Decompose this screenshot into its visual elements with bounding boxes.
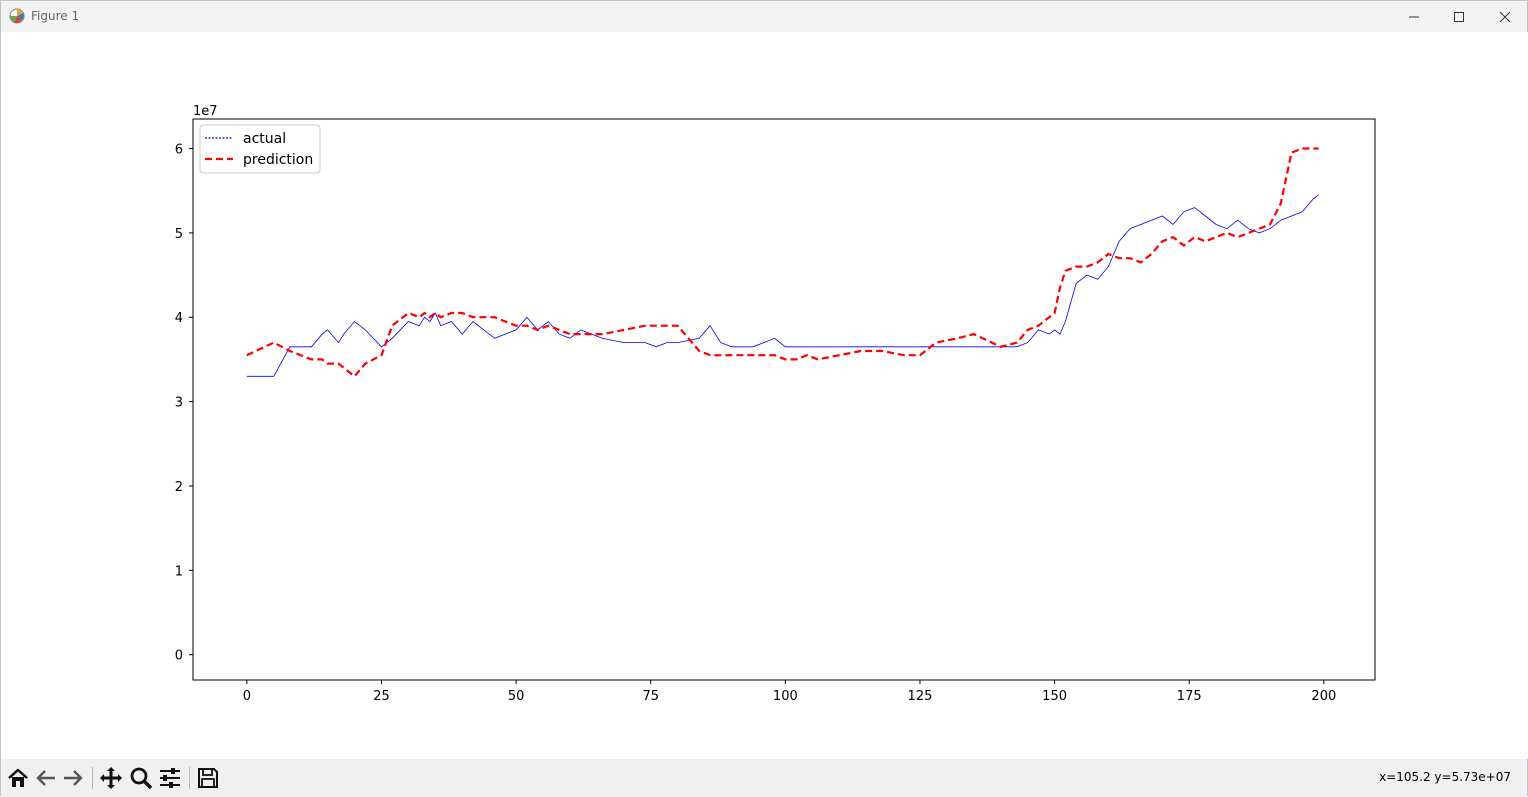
toolbar-separator — [189, 767, 190, 789]
legend-box — [199, 124, 321, 174]
x-tick-label: 100 — [773, 689, 798, 704]
x-tick-label: 25 — [373, 689, 390, 704]
y-tick-label: 4 — [175, 311, 183, 326]
minimize-icon — [1409, 16, 1419, 17]
axes-frame[interactable] — [192, 118, 1376, 681]
save-icon — [198, 768, 218, 788]
minimize-button[interactable] — [1391, 1, 1437, 32]
home-button[interactable] — [6, 766, 30, 790]
y-tick-label: 2 — [175, 480, 183, 495]
legend-entry: prediction — [243, 152, 313, 168]
x-tick-label: 125 — [908, 689, 933, 704]
pan-icon — [100, 767, 122, 789]
matplotlib-app-icon — [9, 8, 25, 24]
title-bar[interactable]: Figure 1 — [1, 1, 1527, 32]
y-tick-label: 1 — [175, 564, 183, 579]
series-line-actual — [246, 194, 1319, 377]
window-title: Figure 1 — [31, 9, 80, 23]
back-icon — [36, 770, 55, 786]
close-icon — [1499, 11, 1511, 22]
x-tick-label: 175 — [1177, 689, 1202, 704]
home-icon — [8, 768, 28, 787]
y-offset-label: 1e7 — [193, 104, 218, 119]
forward-icon — [64, 770, 83, 786]
configure-subplots-button[interactable] — [158, 766, 182, 790]
y-tick-label: 5 — [175, 227, 183, 242]
zoom-button[interactable] — [129, 766, 153, 790]
figure-canvas[interactable]: 0 25 50 75 100 125 150 175 200 0 1 2 3 4 5 6 1e7 actual pr… — [1, 32, 1528, 759]
cursor-coordinates: x=105.2 y=5.73e+07 — [1379, 770, 1511, 784]
save-button[interactable] — [196, 766, 220, 790]
x-tick-label: 50 — [508, 689, 525, 704]
x-tick-label: 0 — [243, 689, 251, 704]
y-tick-label: 0 — [175, 649, 183, 664]
navigation-toolbar: x=105.2 y=5.73e+07 — [1, 759, 1527, 797]
forward-button[interactable] — [61, 766, 85, 790]
maximize-icon — [1454, 11, 1464, 22]
configure-subplots-icon — [160, 768, 180, 788]
back-button[interactable] — [34, 766, 58, 790]
x-tick-label: 150 — [1042, 689, 1067, 704]
x-tick-label: 75 — [642, 689, 659, 704]
pan-button[interactable] — [99, 766, 123, 790]
zoom-icon — [130, 767, 153, 790]
y-tick-label: 6 — [175, 143, 183, 158]
series-line-prediction — [246, 147, 1319, 378]
line-chart[interactable]: 0 25 50 75 100 125 150 175 200 0 1 2 3 4 5 6 1e7 actual pr… — [1, 32, 1527, 759]
y-tick-label: 3 — [175, 396, 183, 411]
legend-entry: actual — [243, 131, 286, 147]
x-tick-label: 200 — [1311, 689, 1336, 704]
maximize-button[interactable] — [1436, 1, 1482, 32]
toolbar-separator — [92, 767, 93, 789]
close-button[interactable] — [1482, 1, 1528, 32]
